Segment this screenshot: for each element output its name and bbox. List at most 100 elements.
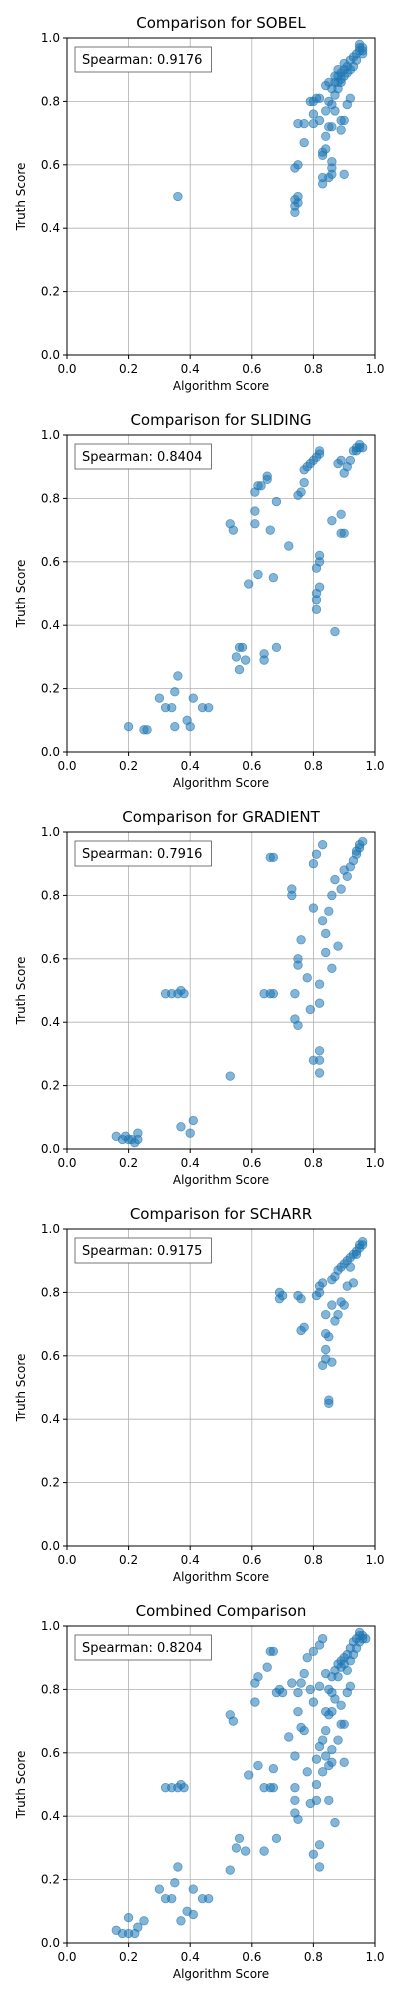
data-point [123,721,134,732]
x-tick-label: 1.0 [365,1156,384,1170]
data-point [302,973,312,983]
y-tick-label: 0.6 [41,1349,60,1363]
data-point [268,1783,279,1793]
data-point [324,1332,334,1342]
data-point [277,1687,288,1698]
data-point [290,989,300,999]
data-point [268,852,279,863]
data-point [268,1763,279,1774]
data-point [123,1912,134,1923]
data-point [188,1115,198,1126]
data-point [308,903,319,913]
y-tick-label: 0.4 [41,1809,60,1823]
annotation-box [74,840,212,867]
x-tick-label: 0.4 [181,1950,200,1964]
data-point [170,721,180,732]
data-point [204,702,214,713]
x-tick-label: 0.0 [57,759,76,773]
data-point [361,1634,371,1644]
y-axis-label: Truth Score [14,957,28,1026]
data-point [336,884,346,894]
plot-frame [66,1228,376,1547]
data-point [339,528,349,538]
chart-panel-0: Comparison for SOBEL 0.0 0.2 0.4 0.6 0.8 1.0 0.… [14,14,385,393]
data-point [299,1725,309,1736]
data-point [293,1814,303,1825]
data-point [348,1278,359,1288]
data-point [314,1055,325,1065]
x-axis-label: Algorithm Score [173,1570,269,1584]
data-point [339,1757,349,1767]
y-tick-label: 0.0 [41,348,60,362]
data-point [339,1300,349,1310]
data-point [324,1795,334,1805]
data-point [314,998,325,1008]
x-axis-label: Algorithm Score [173,1967,269,1981]
data-point [333,1672,343,1682]
x-tick-label: 0.4 [181,1553,200,1567]
data-point [284,541,294,551]
data-point [317,1767,328,1777]
data-point [299,1322,309,1332]
data-point [308,1697,319,1707]
data-point [293,954,303,964]
y-tick-label: 0.4 [41,221,60,235]
x-tick-label: 0.2 [119,1950,138,1964]
data-point [311,1754,322,1764]
data-point [324,1395,334,1405]
data-point [321,1751,331,1761]
y-tick-label: 0.4 [41,1412,60,1426]
data-point [327,1706,337,1717]
data-point [271,496,282,507]
chart-title: Comparison for GRADIENT [122,808,320,826]
data-point [317,1735,328,1745]
x-tick-label: 0.4 [181,759,200,773]
data-point [253,569,263,580]
plot-frame [66,434,376,753]
data-point [327,1357,337,1367]
data-point [321,1344,331,1355]
data-point [176,1122,186,1132]
data-point [262,1662,272,1672]
y-tick-label: 0.6 [41,952,60,966]
data-point [240,1846,251,1856]
data-point [253,1672,263,1682]
data-point [299,477,309,488]
y-tick-label: 1.0 [41,1222,60,1236]
data-point [299,137,309,148]
data-point [256,481,266,491]
data-point [188,1909,198,1920]
data-point [330,106,340,116]
data-point [296,935,306,945]
data-point [250,1697,260,1707]
data-point [293,1687,303,1698]
data-point [250,519,260,529]
y-tick-label: 1.0 [41,825,60,839]
data-point [244,1770,254,1780]
data-point [308,109,319,119]
chart-panel-4: Combined Comparison 0.0 0.2 0.4 0.6 0.8 1.0 0.0… [14,1602,385,1981]
data-point [284,1732,294,1742]
data-point [324,906,334,916]
data-point [259,1846,269,1856]
data-point [314,93,325,103]
y-tick-label: 0.4 [41,1015,60,1029]
data-point [342,1665,352,1676]
x-tick-label: 0.0 [57,1553,76,1567]
data-point [351,55,362,65]
spearman-annotation: Spearman: 0.9176 [82,53,202,68]
x-tick-label: 0.6 [242,759,261,773]
data-point [336,125,346,135]
data-point [333,1735,343,1745]
y-tick-label: 1.0 [41,31,60,45]
y-tick-label: 0.2 [41,1873,60,1887]
data-point [330,626,340,637]
data-point [330,1817,340,1828]
data-point [317,916,328,926]
data-point [244,579,254,589]
x-tick-label: 0.2 [119,759,138,773]
y-tick-label: 0.8 [41,888,60,902]
data-point [345,1262,356,1272]
data-point [302,1653,312,1663]
plot-frame [66,1625,376,1944]
